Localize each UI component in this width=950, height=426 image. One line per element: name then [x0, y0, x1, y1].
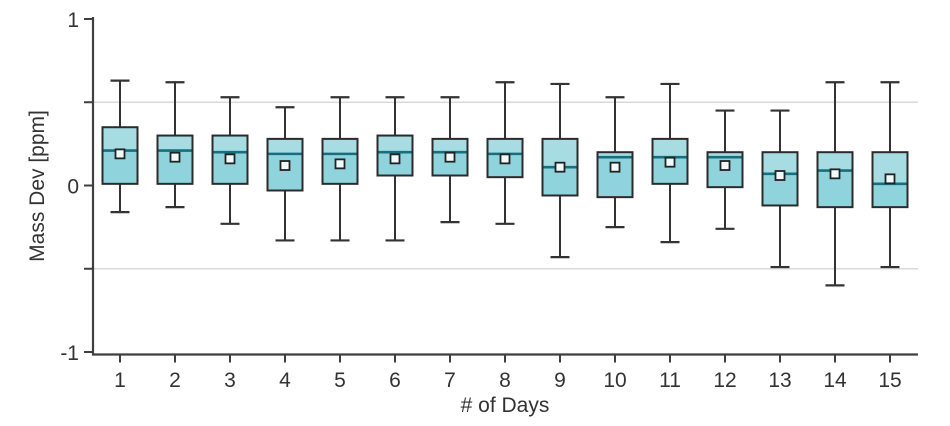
box-upper-fill — [817, 152, 853, 171]
x-tick-label-7: 7 — [444, 369, 456, 392]
x-tick-label-11: 11 — [659, 369, 681, 392]
y-tick-label--1: -1 — [60, 342, 79, 365]
box-plot-day-10 — [596, 96, 634, 229]
mean-marker — [609, 161, 621, 173]
y-axis-title: Mass Dev [ppm] — [26, 110, 49, 262]
mean-marker — [279, 160, 291, 171]
box-upper-fill — [652, 138, 688, 158]
box-border — [816, 151, 854, 209]
box-plot-day-12 — [706, 109, 744, 230]
box-plot-day-14 — [816, 81, 854, 287]
mean-marker — [334, 158, 346, 170]
box-plot-day-5 — [321, 96, 359, 242]
box-border — [596, 151, 634, 199]
box-upper-fill — [762, 152, 798, 174]
y-tick-label-0: 0 — [67, 176, 79, 199]
box-plot-day-4 — [266, 106, 304, 242]
x-tick-label-3: 3 — [224, 369, 236, 392]
box-lower-fill — [872, 183, 908, 208]
box-lower-fill — [267, 153, 303, 191]
mean-marker — [169, 151, 181, 163]
box-plot-day-1 — [101, 79, 139, 214]
mean-marker — [499, 153, 511, 165]
box-upper-fill — [212, 135, 248, 153]
mean-marker — [774, 170, 786, 181]
box-lower-fill — [487, 153, 523, 178]
tick-labels-layer: 10-11 2 3 4 5 6 7 8 9 10 11 12 13 14 15 — [60, 9, 901, 392]
box-lower-fill — [432, 152, 468, 176]
x-tick-label-8: 8 — [499, 369, 511, 392]
box-border — [761, 151, 799, 207]
box-border — [706, 151, 744, 189]
box-plot-day-13 — [761, 109, 799, 269]
box-plot-day-7 — [431, 96, 469, 224]
x-axis-title: # of Days — [461, 394, 550, 417]
mean-marker — [719, 160, 731, 171]
y-tick-label-1: 1 — [67, 9, 79, 32]
box-upper-fill — [432, 138, 468, 153]
mean-marker — [224, 153, 236, 165]
x-tick-label-5: 5 — [334, 369, 346, 392]
box-border — [486, 137, 524, 179]
box-plot-day-3 — [211, 96, 249, 225]
mean-marker — [444, 151, 456, 163]
x-tick-label-15: 15 — [878, 369, 901, 392]
box-plot-day-2 — [156, 81, 194, 209]
mean-marker — [114, 148, 126, 160]
box-upper-fill — [707, 152, 743, 158]
x-tick-label-6: 6 — [389, 369, 401, 392]
x-tick-label-13: 13 — [768, 369, 791, 392]
x-tick-label-4: 4 — [279, 369, 291, 392]
box-border — [871, 151, 909, 209]
mean-marker — [664, 156, 676, 168]
box-border — [431, 137, 469, 177]
box-border — [156, 134, 194, 185]
box-upper-fill — [267, 138, 303, 154]
box-upper-fill — [102, 127, 138, 151]
box-upper-fill — [377, 135, 413, 153]
box-border — [376, 134, 414, 177]
x-tick-label-12: 12 — [713, 369, 736, 392]
box-border — [211, 134, 249, 185]
x-tick-label-1: 1 — [114, 369, 126, 392]
box-border — [651, 137, 689, 185]
box-border — [321, 137, 359, 185]
box-upper-fill — [597, 152, 633, 158]
x-tick-label-10: 10 — [603, 369, 626, 392]
box-border — [266, 137, 304, 192]
x-tick-label-9: 9 — [554, 369, 566, 392]
x-tick-label-2: 2 — [169, 369, 181, 392]
boxes-layer — [101, 79, 909, 287]
mean-marker — [829, 168, 841, 180]
box-plot-day-6 — [376, 96, 414, 242]
x-tick-label-14: 14 — [823, 369, 847, 392]
box-upper-fill — [322, 138, 358, 154]
axes-layer — [84, 17, 918, 363]
mean-marker — [884, 173, 896, 185]
box-border — [541, 137, 579, 197]
box-plot-day-9 — [541, 82, 579, 259]
box-plot-day-8 — [486, 81, 524, 225]
box-border — [101, 126, 139, 185]
box-plot-day-15 — [871, 81, 909, 269]
box-plot-day-11 — [651, 82, 689, 244]
mean-marker — [554, 161, 566, 173]
box-upper-fill — [487, 138, 523, 154]
mean-marker — [389, 153, 401, 165]
box-upper-fill — [157, 135, 193, 151]
